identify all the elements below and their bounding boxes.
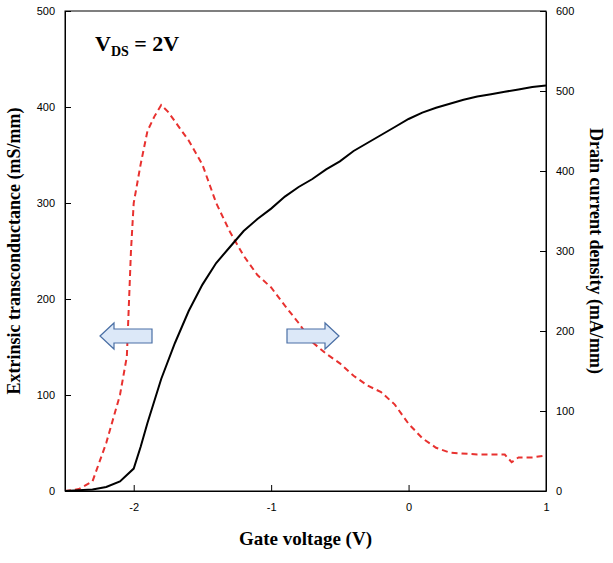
tick: 500 [540, 85, 574, 97]
series-line [65, 105, 546, 491]
tick-label: 0 [49, 485, 55, 497]
tick-label: 100 [37, 389, 55, 401]
tick-label: 400 [556, 165, 574, 177]
tick-label: 500 [37, 5, 55, 17]
axis-arrow [287, 323, 339, 349]
tick-mark [65, 299, 71, 300]
tick-label: 0 [556, 485, 562, 497]
annotation-subscript: DS [111, 44, 129, 59]
tick-label: 300 [556, 245, 574, 257]
tick-label: 0 [406, 501, 412, 513]
tick: 600 [540, 5, 574, 17]
tick-mark [65, 11, 71, 12]
tick-label: 600 [556, 5, 574, 17]
y2-axis-title: Drain current density (mA/mm) [585, 128, 606, 374]
lines [65, 85, 546, 491]
axis-line [546, 12, 547, 492]
tick-label: -2 [129, 501, 139, 513]
tick-label: 1 [543, 501, 549, 513]
tick-mark [65, 107, 71, 108]
tick-mark [134, 485, 135, 491]
tick-mark [540, 251, 546, 252]
tick: 0 [540, 485, 562, 497]
axis-line [66, 491, 547, 492]
y2-axis: 0 100 200 300 400 500 600 [540, 5, 574, 497]
axis-line [65, 12, 66, 492]
tick-label: 100 [556, 405, 574, 417]
tick-label: 400 [37, 101, 55, 113]
series-line [65, 85, 546, 491]
tick-mark [540, 91, 546, 92]
y-axis-title: Extrinsic transconductance (mS/mm) [4, 108, 25, 395]
tick: 200 [540, 325, 574, 337]
tick-mark [65, 203, 71, 204]
y-axis: 0 100 200 300 400 500 [37, 5, 71, 497]
tick-label: 300 [37, 197, 55, 209]
tick-mark [540, 491, 546, 492]
tick-mark [540, 331, 546, 332]
tick-mark [540, 411, 546, 412]
tick: 300 [37, 197, 71, 209]
annotation-text: V [95, 31, 111, 56]
tick: -1 [267, 485, 277, 513]
tick-label: 200 [556, 325, 574, 337]
tick-mark [65, 395, 71, 396]
chart: -2-1010100200300400500010020030040050060… [0, 0, 613, 563]
tick: 0 [406, 485, 412, 513]
tick-label: 500 [556, 85, 574, 97]
tick: -2 [129, 485, 139, 513]
tick: 300 [540, 245, 574, 257]
tick-mark [65, 491, 71, 492]
tick-label: -1 [267, 501, 277, 513]
x-axis-title: Gate voltage (V) [239, 528, 372, 550]
tick-label: 200 [37, 293, 55, 305]
axis-arrow [100, 323, 152, 349]
tick: 0 [49, 485, 71, 497]
tick-mark [409, 485, 410, 491]
plot-frame [65, 11, 546, 491]
annotation: VDS = 2V [95, 31, 179, 59]
tick: 100 [37, 389, 71, 401]
tick: 400 [37, 101, 71, 113]
tick: 400 [540, 165, 574, 177]
tick-mark [540, 11, 546, 12]
tick: 200 [37, 293, 71, 305]
tick: 100 [540, 405, 574, 417]
tick-mark [540, 171, 546, 172]
tick: 500 [37, 5, 71, 17]
plot: -2-1010100200300400500010020030040050060… [37, 5, 575, 513]
tick-mark [271, 485, 272, 491]
annotation-suffix: = 2V [129, 31, 180, 56]
x-axis: -2 -1 0 1 [66, 485, 550, 513]
